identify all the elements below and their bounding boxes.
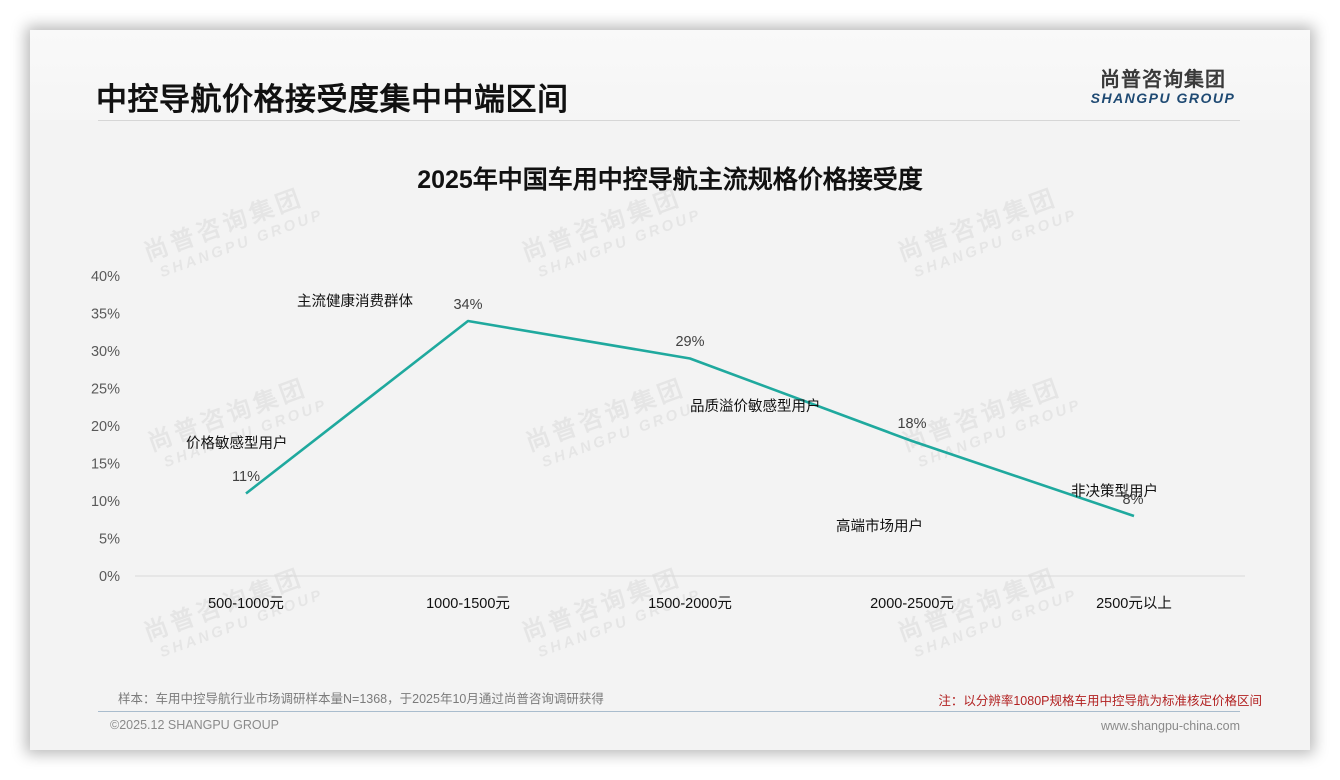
data-label: 29% <box>675 334 704 350</box>
x-tick-label: 1500-2000元 <box>648 596 732 612</box>
footer-divider <box>98 711 1240 712</box>
chart-title: 2025年中国车用中控导航主流规格价格接受度 <box>417 166 923 194</box>
sample-note: 样本：车用中控导航行业市场调研样本量N=1368，于2025年10月通过尚普咨询… <box>118 692 604 706</box>
y-tick-label: 35% <box>91 307 120 323</box>
y-tick-label: 10% <box>91 494 120 510</box>
y-tick-label: 15% <box>91 457 120 473</box>
x-tick-label: 2500元以上 <box>1096 595 1172 612</box>
header-band <box>30 30 1310 120</box>
data-label: 8% <box>1123 492 1144 508</box>
segment-annotation: 主流健康消费群体 <box>297 293 413 310</box>
segment-annotation: 非决策型用户 <box>1071 483 1158 500</box>
page-title: 中控导航价格接受度集中中端区间 <box>96 82 569 117</box>
y-tick-label: 40% <box>91 269 120 285</box>
y-tick-label: 25% <box>91 382 120 398</box>
x-tick-label: 1000-1500元 <box>426 596 510 612</box>
line-chart: 0% 5% 10% 15% 20% 25% 30% 35% 40% 500-1000元 1000-1… <box>91 269 1245 612</box>
website-url: www.shangpu-china.com <box>1101 719 1240 733</box>
title-divider <box>98 120 1240 121</box>
data-label: 11% <box>232 469 260 485</box>
segment-annotation: 价格敏感型用户 <box>186 435 288 452</box>
y-tick-label: 20% <box>91 419 120 435</box>
segment-annotation: 高端市场用户 <box>836 518 923 535</box>
series-line <box>245 319 1135 518</box>
y-tick-label: 30% <box>91 344 120 360</box>
segment-annotation: 品质溢价敏感型用户 <box>690 398 821 415</box>
company-logo: 尚普咨询集团 SHANGPU GROUP <box>1088 63 1238 106</box>
y-tick-label: 5% <box>99 532 120 548</box>
x-tick-label: 2000-2500元 <box>870 596 954 612</box>
methodology-note: 注：以分辨率1080P规格车用中控导航为标准核定价格区间 <box>938 694 1262 708</box>
data-label: 18% <box>897 416 926 432</box>
y-tick-label: 0% <box>99 569 120 585</box>
logo-en-text: SHANGPU GROUP <box>1090 90 1236 106</box>
data-label: 34% <box>453 297 482 313</box>
logo-cn-text: 尚普咨询集团 <box>1100 69 1226 91</box>
x-tick-label: 500-1000元 <box>208 596 284 612</box>
copyright: ©2025.12 SHANGPU GROUP <box>110 718 279 732</box>
slide: 中控导航价格接受度集中中端区间 尚普咨询集团 SHANGPU GROUP 尚普咨… <box>30 30 1310 750</box>
